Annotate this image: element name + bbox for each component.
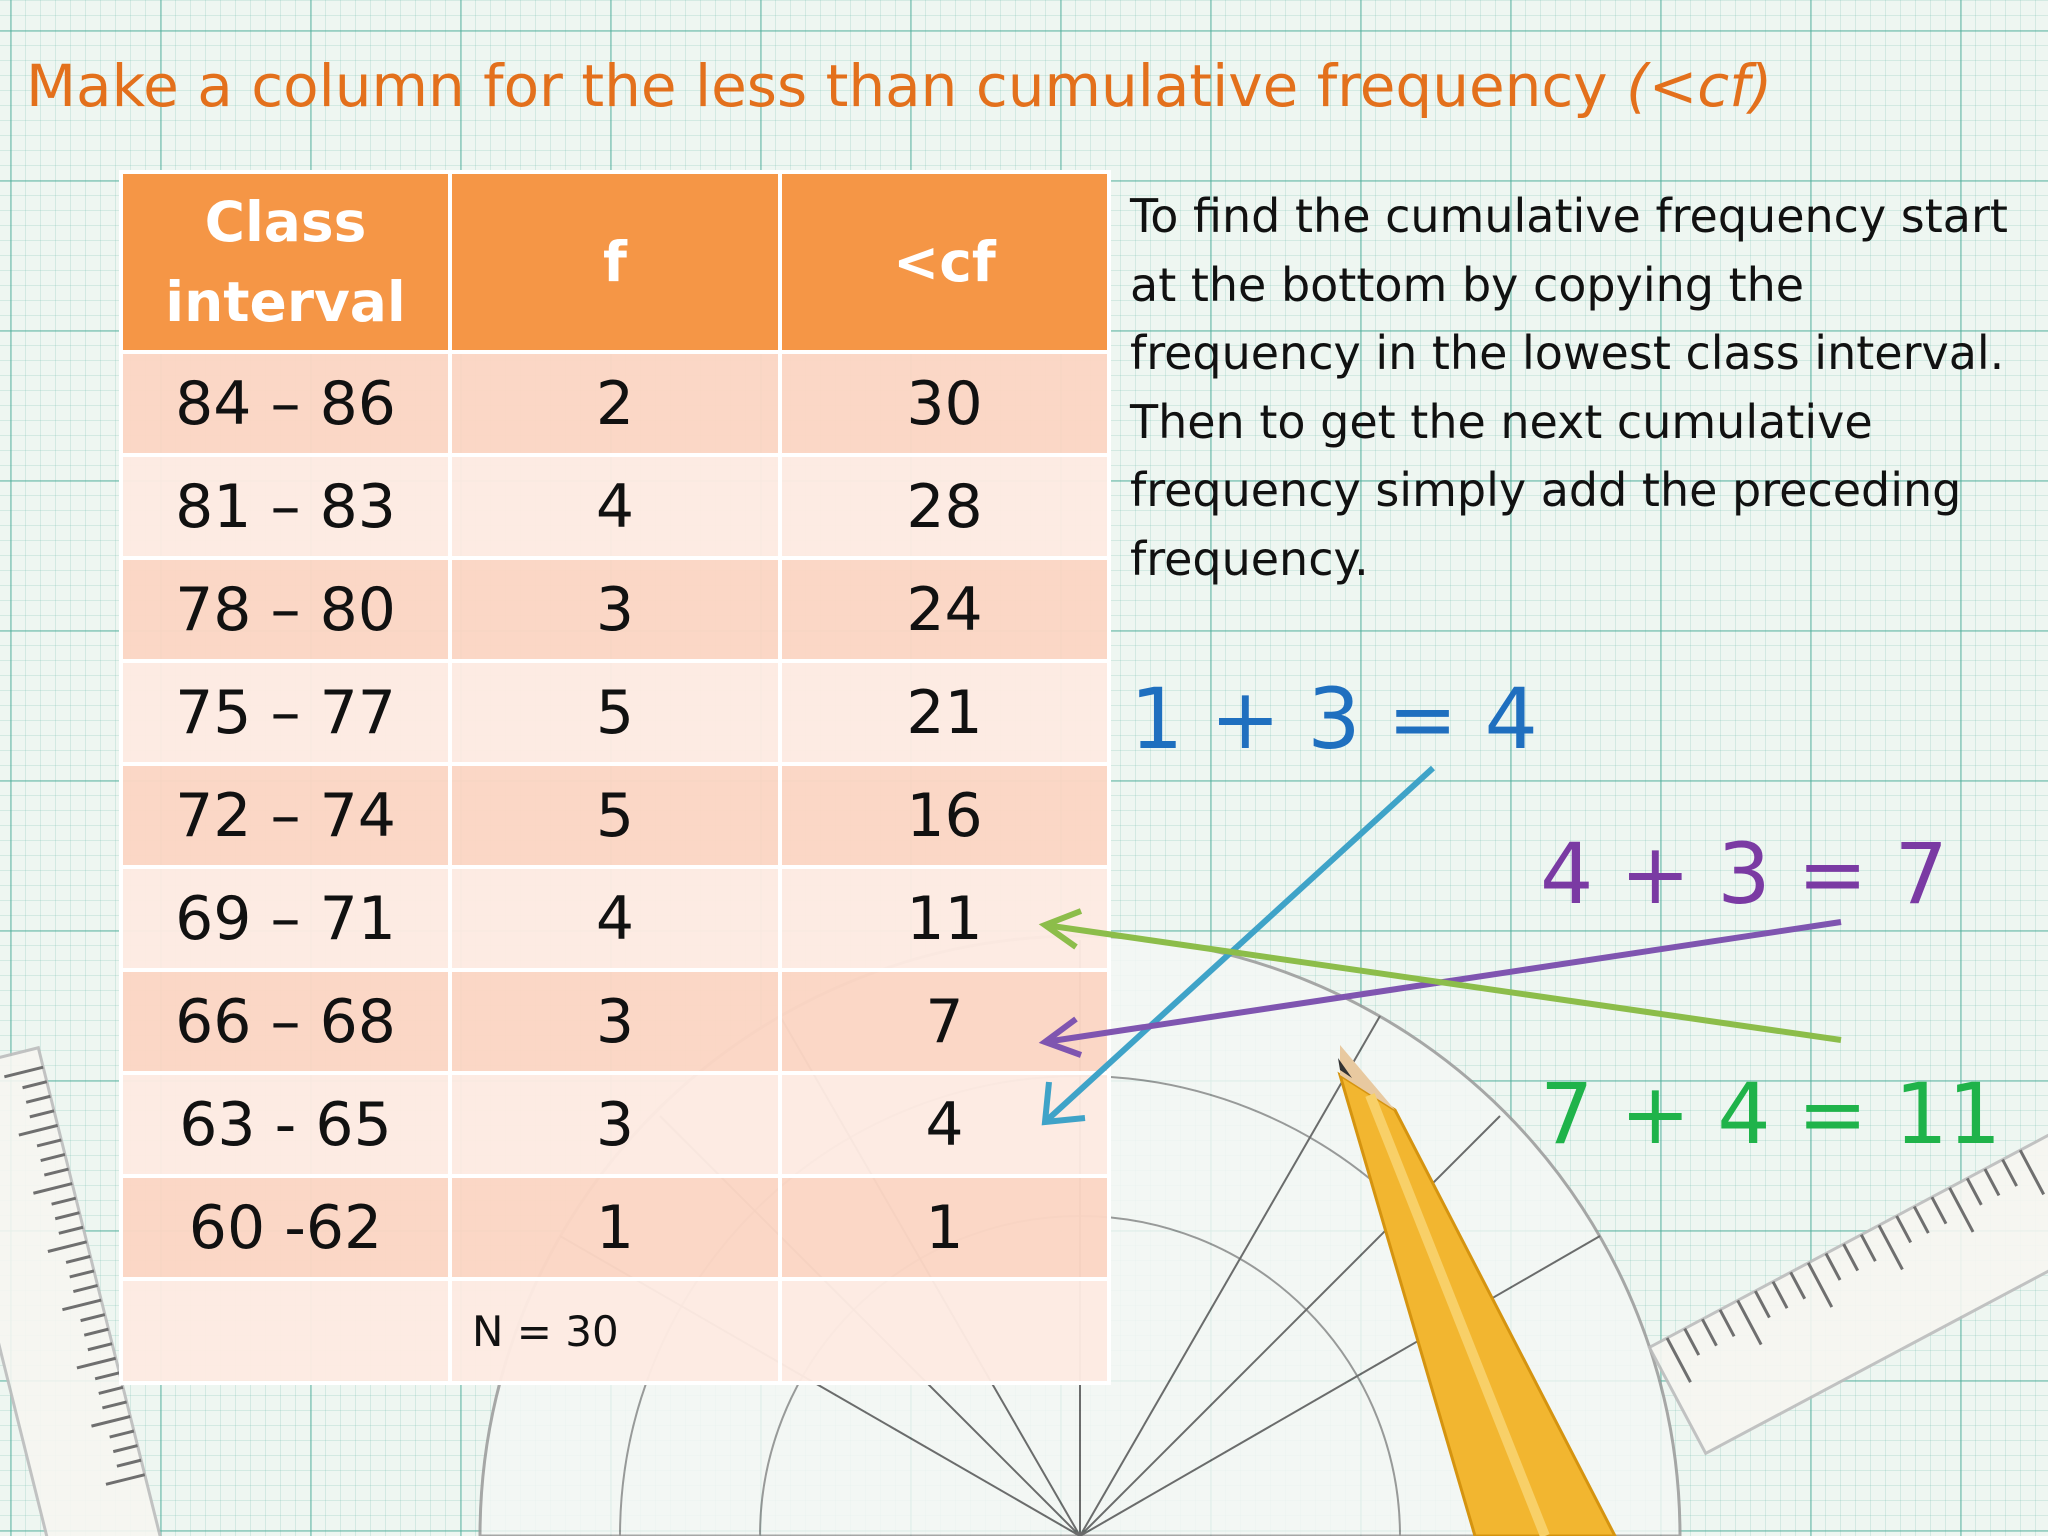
cumulative-frequency-table: Class interval f <cf 84 – 86 2 30 81 – 8… [119,170,1112,1385]
ruler-left [0,1045,166,1536]
frequency-cell: 3 [448,968,782,1075]
frequency-cell: 1 [448,1174,782,1281]
total-empty-cell [119,1277,452,1385]
slide-title: Make a column for the less than cumulati… [26,52,1772,120]
frequency-cell: 3 [448,556,782,663]
table-row: 78 – 80 3 24 [119,556,1112,663]
total-empty-cell [777,1277,1112,1385]
explanation-text: To find the cumulative frequency start a… [1130,189,2008,586]
cumulative-frequency-cell: 24 [777,556,1112,663]
table-row: 60 -62 1 1 [119,1174,1112,1281]
ruler-right [1647,1101,2048,1456]
frequency-cell: 5 [448,659,782,766]
cumulative-frequency-cell: 4 [777,1071,1112,1178]
title-italic-text: (<cf) [1626,52,1773,120]
equation-purple: 4 + 3 = 7 [1540,825,1948,923]
table-row: 84 – 86 2 30 [119,350,1112,457]
equation-green: 7 + 4 = 11 [1540,1065,2002,1163]
table-total-row: N = 30 [119,1277,1112,1385]
table-header-row: Class interval f <cf [119,170,1112,354]
class-interval-cell: 60 -62 [119,1174,452,1281]
frequency-cell: 5 [448,762,782,869]
class-interval-cell: 69 – 71 [119,865,452,972]
total-n-cell: N = 30 [448,1277,782,1385]
table-row: 81 – 83 4 28 [119,453,1112,560]
arrow-green [1038,908,1842,1043]
header-cf: <cf [777,170,1112,354]
frequency-cell: 4 [448,865,782,972]
table-row: 63 - 65 3 4 [119,1071,1112,1178]
cumulative-frequency-cell: 7 [777,968,1112,1075]
class-interval-cell: 75 – 77 [119,659,452,766]
table-row: 69 – 71 4 11 [119,865,1112,972]
frequency-cell: 3 [448,1071,782,1178]
cumulative-frequency-cell: 21 [777,659,1112,766]
class-interval-cell: 84 – 86 [119,350,452,457]
table-row: 75 – 77 5 21 [119,659,1112,766]
pencil [1337,1045,1617,1536]
equation-blue: 1 + 3 = 4 [1130,670,1538,768]
title-text: Make a column for the less than cumulati… [26,52,1627,120]
class-interval-cell: 66 – 68 [119,968,452,1075]
table-row: 72 – 74 5 16 [119,762,1112,869]
class-interval-cell: 63 - 65 [119,1071,452,1178]
header-f: f [448,170,782,354]
frequency-cell: 4 [448,453,782,560]
class-interval-cell: 78 – 80 [119,556,452,663]
table-row: 66 – 68 3 7 [119,968,1112,1075]
cumulative-frequency-cell: 1 [777,1174,1112,1281]
class-interval-cell: 72 – 74 [119,762,452,869]
class-interval-cell: 81 – 83 [119,453,452,560]
header-class-interval: Class interval [119,170,452,354]
arrow-blue [1041,765,1436,1126]
cumulative-frequency-cell: 16 [777,762,1112,869]
cumulative-frequency-cell: 28 [777,453,1112,560]
cumulative-frequency-cell: 30 [777,350,1112,457]
frequency-cell: 2 [448,350,782,457]
